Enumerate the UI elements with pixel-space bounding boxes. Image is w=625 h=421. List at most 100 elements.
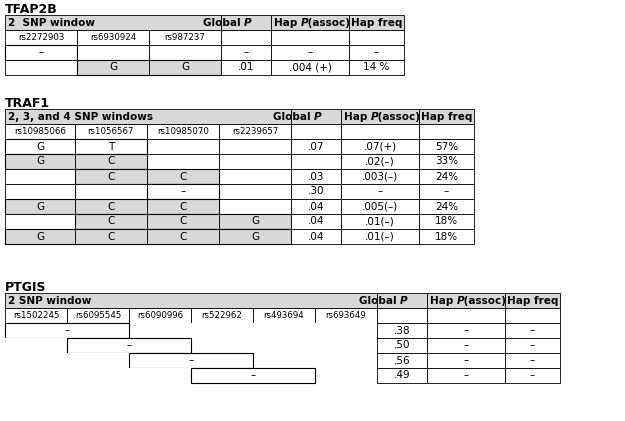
Text: .49: .49 bbox=[394, 370, 411, 381]
Text: Global: Global bbox=[272, 112, 314, 122]
Text: –: – bbox=[530, 370, 535, 381]
Text: –: – bbox=[243, 48, 249, 58]
Text: .07(+): .07(+) bbox=[364, 141, 397, 152]
Text: T: T bbox=[108, 141, 114, 152]
Bar bbox=[341, 169, 419, 184]
Bar bbox=[147, 124, 219, 139]
Bar bbox=[419, 124, 474, 139]
Bar bbox=[75, 199, 147, 214]
Bar bbox=[505, 293, 560, 308]
Text: P: P bbox=[400, 296, 408, 306]
Text: –: – bbox=[308, 48, 312, 58]
Text: .02(–): .02(–) bbox=[365, 157, 395, 166]
Bar bbox=[75, 169, 219, 184]
Bar bbox=[5, 45, 77, 60]
Text: Global: Global bbox=[359, 296, 400, 306]
Text: C: C bbox=[107, 157, 115, 166]
Bar bbox=[147, 169, 219, 184]
Bar bbox=[419, 139, 474, 154]
Bar bbox=[75, 229, 147, 244]
Bar bbox=[149, 30, 221, 45]
Text: –: – bbox=[38, 48, 44, 58]
Text: rs6090996: rs6090996 bbox=[137, 311, 183, 320]
Bar bbox=[75, 214, 291, 229]
Text: C: C bbox=[107, 232, 115, 242]
Text: –: – bbox=[251, 370, 256, 381]
Text: C: C bbox=[107, 216, 115, 226]
Text: 2  SNP window: 2 SNP window bbox=[8, 18, 95, 27]
Text: –: – bbox=[463, 325, 469, 336]
Bar bbox=[219, 184, 291, 199]
Bar bbox=[129, 353, 253, 368]
Text: –: – bbox=[374, 48, 379, 58]
Text: –: – bbox=[378, 187, 382, 197]
Bar bbox=[147, 184, 219, 199]
Bar bbox=[377, 293, 427, 308]
Text: –: – bbox=[463, 355, 469, 365]
Text: .56: .56 bbox=[394, 355, 411, 365]
Text: G: G bbox=[36, 141, 44, 152]
Bar bbox=[291, 109, 341, 124]
Bar bbox=[291, 184, 341, 199]
Bar bbox=[271, 60, 349, 75]
Text: –: – bbox=[126, 341, 132, 351]
Bar bbox=[291, 229, 341, 244]
Text: .01: .01 bbox=[238, 62, 254, 72]
Bar bbox=[349, 60, 404, 75]
Text: 57%: 57% bbox=[435, 141, 458, 152]
Text: .04: .04 bbox=[308, 232, 324, 242]
Text: .07: .07 bbox=[308, 141, 324, 152]
Bar bbox=[5, 154, 75, 169]
Text: 33%: 33% bbox=[435, 157, 458, 166]
Bar bbox=[5, 293, 377, 308]
Bar bbox=[419, 154, 474, 169]
Text: rs10985070: rs10985070 bbox=[157, 127, 209, 136]
Text: Hap: Hap bbox=[274, 18, 301, 27]
Text: rs693649: rs693649 bbox=[326, 311, 366, 320]
Bar bbox=[75, 154, 147, 169]
Text: .04: .04 bbox=[308, 202, 324, 211]
Bar bbox=[75, 184, 147, 199]
Text: .04: .04 bbox=[308, 216, 324, 226]
Text: Hap freq: Hap freq bbox=[351, 18, 403, 27]
Bar bbox=[219, 229, 291, 244]
Bar bbox=[505, 308, 560, 323]
Bar bbox=[505, 353, 560, 368]
Text: .38: .38 bbox=[394, 325, 411, 336]
Text: P: P bbox=[371, 112, 379, 122]
Bar bbox=[253, 308, 315, 323]
Text: Hap freq: Hap freq bbox=[507, 296, 558, 306]
Bar bbox=[77, 60, 149, 75]
Bar bbox=[427, 308, 505, 323]
Bar bbox=[377, 368, 427, 383]
Bar bbox=[341, 184, 419, 199]
Bar bbox=[341, 139, 419, 154]
Bar bbox=[291, 214, 341, 229]
Bar bbox=[419, 214, 474, 229]
Bar bbox=[291, 154, 341, 169]
Bar bbox=[5, 30, 77, 45]
Text: 24%: 24% bbox=[435, 171, 458, 181]
Bar bbox=[341, 109, 419, 124]
Bar bbox=[341, 229, 419, 244]
Text: rs10985066: rs10985066 bbox=[14, 127, 66, 136]
Text: rs2272903: rs2272903 bbox=[18, 33, 64, 42]
Bar bbox=[291, 124, 341, 139]
Text: C: C bbox=[107, 171, 115, 181]
Bar bbox=[147, 184, 219, 199]
Bar bbox=[75, 214, 147, 229]
Bar bbox=[419, 109, 474, 124]
Text: Global: Global bbox=[202, 18, 244, 27]
Bar bbox=[419, 169, 474, 184]
Bar bbox=[349, 15, 404, 30]
Text: 18%: 18% bbox=[435, 232, 458, 242]
Bar bbox=[67, 308, 129, 323]
Text: G: G bbox=[36, 232, 44, 242]
Bar bbox=[219, 154, 291, 169]
Bar bbox=[291, 139, 341, 154]
Bar bbox=[191, 308, 253, 323]
Bar bbox=[77, 45, 149, 60]
Bar bbox=[5, 199, 75, 214]
Text: Hap: Hap bbox=[344, 112, 371, 122]
Bar bbox=[505, 323, 560, 338]
